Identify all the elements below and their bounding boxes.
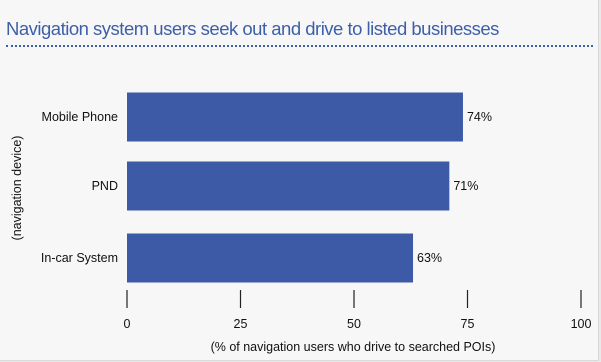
data-label: 71%	[453, 179, 478, 193]
x-tick-label: 50	[347, 317, 361, 331]
chart-title: Navigation system users seek out and dri…	[6, 18, 499, 39]
x-tick-label: 100	[571, 317, 592, 331]
x-tick-label: 75	[461, 317, 475, 331]
data-label: 74%	[467, 110, 492, 124]
bar	[127, 233, 414, 283]
x-tick-label: 0	[124, 317, 131, 331]
category-label: Mobile Phone	[42, 110, 118, 124]
bar	[127, 161, 450, 211]
data-label: 63%	[417, 251, 442, 265]
x-tick-label: 25	[234, 317, 248, 331]
title-divider	[6, 45, 593, 47]
x-axis-label: (% of navigation users who drive to sear…	[211, 340, 496, 354]
category-label: In-car System	[41, 251, 118, 265]
y-axis-label: (navigation device)	[10, 136, 24, 241]
category-label: PND	[92, 179, 118, 193]
bar	[127, 92, 463, 142]
